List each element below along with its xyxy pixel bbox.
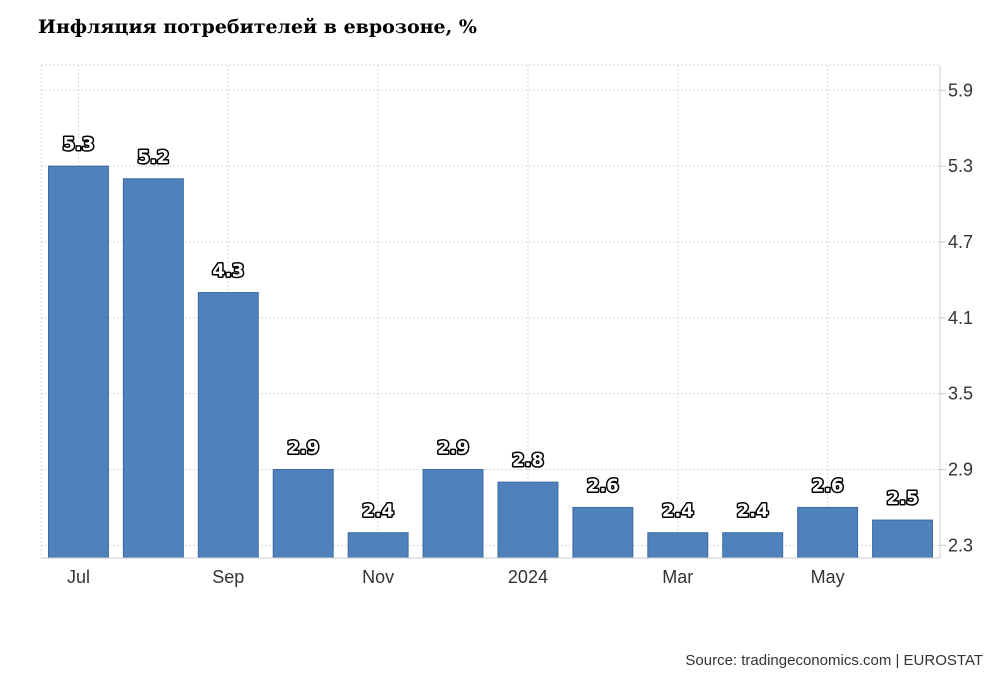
data-label: 5.2 xyxy=(137,147,169,168)
x-tick-label: Mar xyxy=(662,567,693,587)
data-label: 2.4 xyxy=(662,501,694,522)
bar xyxy=(572,506,634,559)
x-tick-label: 2024 xyxy=(508,567,548,587)
x-tick-label: May xyxy=(811,567,845,587)
bar xyxy=(722,532,784,559)
data-label: 2.9 xyxy=(437,438,469,459)
source-note: Source: tradingeconomics.com | EUROSTAT xyxy=(685,652,983,669)
bar xyxy=(122,178,184,559)
bar xyxy=(272,469,334,559)
y-tick-label: 2.3 xyxy=(948,535,973,555)
y-tick-label: 4.7 xyxy=(948,232,973,252)
data-label: 5.3 xyxy=(63,134,95,155)
data-label: 4.3 xyxy=(212,261,244,282)
y-axis-ticks: 5.9 5.3 4.7 4.1 3.5 2.9 2.3 xyxy=(948,80,973,555)
x-tick-label: Sep xyxy=(212,567,244,587)
bar xyxy=(197,292,259,559)
data-label: 2.4 xyxy=(362,501,394,522)
y-tick-label: 3.5 xyxy=(948,384,973,404)
bar xyxy=(47,165,109,559)
bar xyxy=(797,506,859,559)
data-label: 2.5 xyxy=(887,488,919,509)
y-tick-label: 2.9 xyxy=(948,460,973,480)
axes xyxy=(41,65,946,559)
bar xyxy=(872,519,934,559)
x-tick-label: Jul xyxy=(67,567,90,587)
y-tick-label: 5.9 xyxy=(948,80,973,100)
bar xyxy=(347,532,409,559)
data-label: 2.9 xyxy=(287,438,319,459)
x-axis-ticks: Jul Sep Nov 2024 Mar May xyxy=(67,567,845,587)
data-label: 2.6 xyxy=(812,475,844,496)
data-label: 2.8 xyxy=(512,450,544,471)
y-tick-label: 4.1 xyxy=(948,308,973,328)
bars xyxy=(47,165,934,559)
data-label: 2.4 xyxy=(737,501,769,522)
x-tick-label: Nov xyxy=(362,567,394,587)
bar xyxy=(497,481,559,559)
y-tick-label: 5.3 xyxy=(948,156,973,176)
chart-title: Инфляция потребителей в еврозоне, % xyxy=(38,16,477,38)
bar xyxy=(422,469,484,559)
grid-lines xyxy=(40,64,940,558)
data-label: 2.6 xyxy=(587,475,619,496)
data-labels: 5.3 5.2 4.3 2.9 2.4 2.9 2.8 2.6 2.4 2.4 2.6 2.5 xyxy=(61,133,920,524)
bar xyxy=(647,532,709,559)
